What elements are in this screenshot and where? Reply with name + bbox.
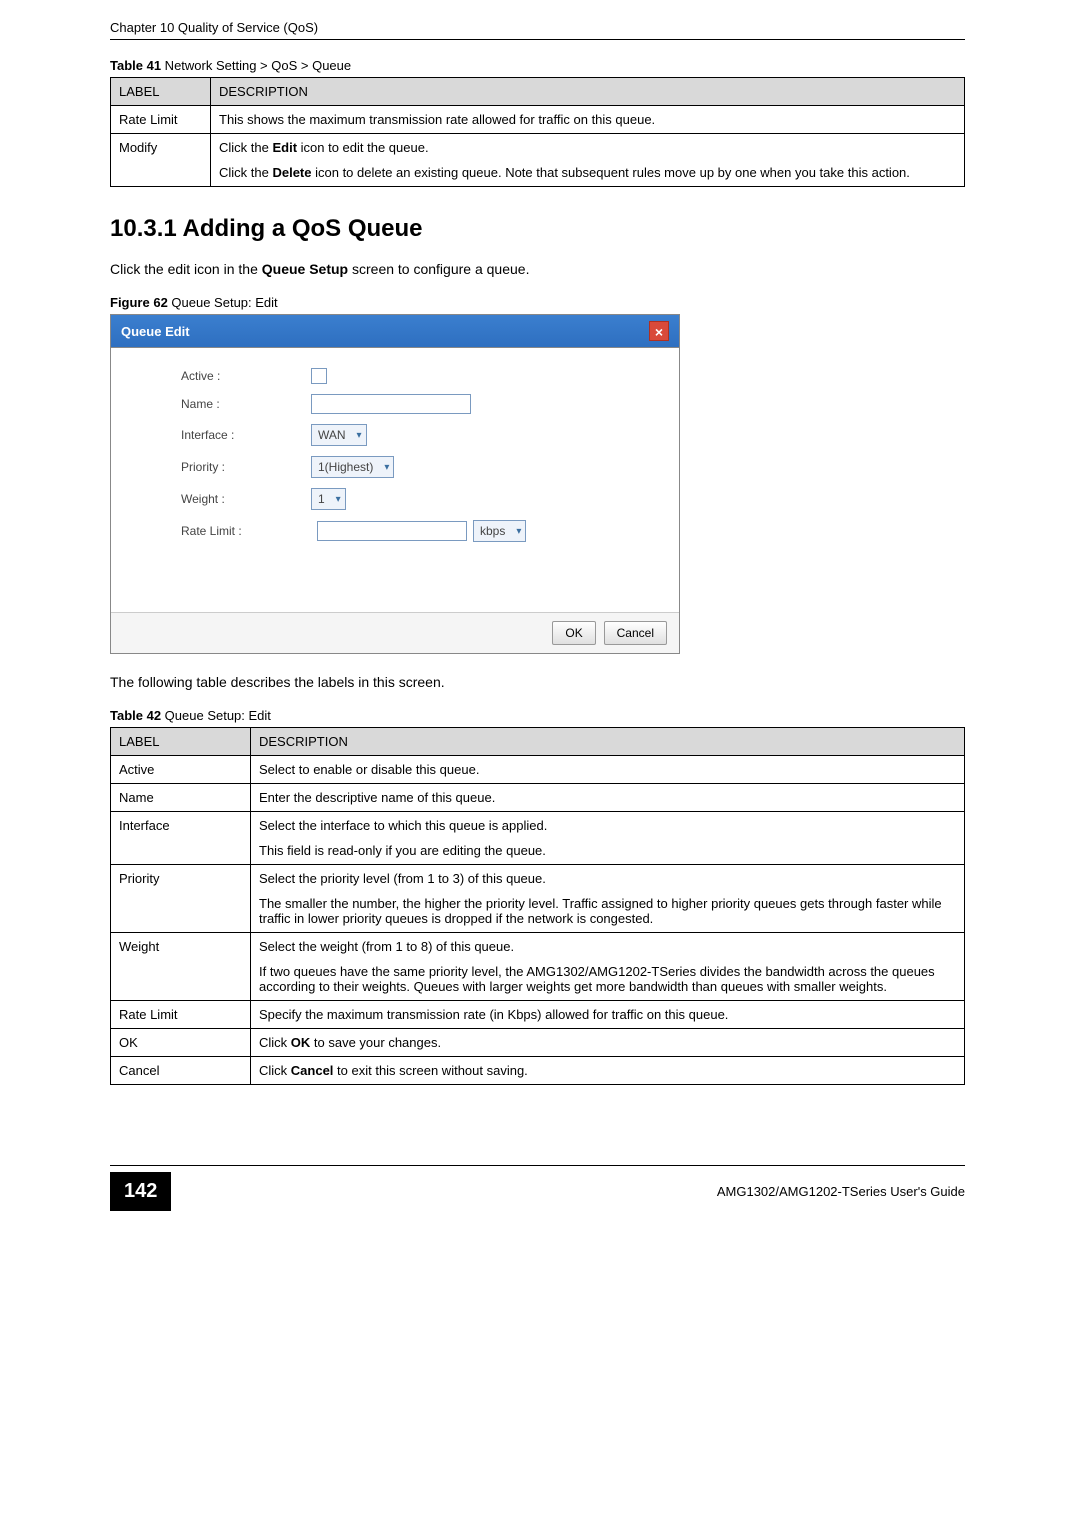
table-row: Cancel Click Cancel to exit this screen w…	[111, 1057, 965, 1085]
table41-caption-strong: Table 41	[110, 58, 161, 73]
row-interface: Interface : WAN	[181, 424, 649, 446]
desc-paragraph: Select the weight (from 1 to 8) of this …	[259, 939, 956, 954]
cell-desc: Select the interface to which this queue…	[251, 812, 965, 865]
desc-paragraph: Select the priority level (from 1 to 3) …	[259, 871, 956, 886]
row-weight: Weight : 1	[181, 488, 649, 510]
weight-label: Weight :	[181, 492, 311, 506]
row-priority: Priority : 1(Highest)	[181, 456, 649, 478]
cell-label: Rate Limit	[111, 106, 211, 134]
table-row: Interface Select the interface to which t…	[111, 812, 965, 865]
active-label: Active :	[181, 369, 311, 383]
desc-paragraph: The smaller the number, the higher the p…	[259, 896, 956, 926]
cell-label: OK	[111, 1029, 251, 1057]
table-row: Weight Select the weight (from 1 to 8) of…	[111, 933, 965, 1001]
top-rule	[110, 39, 965, 40]
desc-paragraph: Click OK to save your changes.	[259, 1035, 956, 1050]
interface-select[interactable]: WAN	[311, 424, 367, 446]
table42-header-label: LABEL	[111, 728, 251, 756]
cell-label: Rate Limit	[111, 1001, 251, 1029]
cell-desc: Specify the maximum transmission rate (i…	[251, 1001, 965, 1029]
cell-desc: Enter the descriptive name of this queue…	[251, 784, 965, 812]
table-row: Rate Limit Specify the maximum transmissi…	[111, 1001, 965, 1029]
table42-intro: The following table describes the labels…	[110, 674, 965, 690]
table-row: Priority Select the priority level (from …	[111, 865, 965, 933]
interface-label: Interface :	[181, 428, 311, 442]
weight-select[interactable]: 1	[311, 488, 346, 510]
cell-label: Priority	[111, 865, 251, 933]
dialog-title-text: Queue Edit	[121, 324, 190, 339]
name-input[interactable]	[311, 394, 471, 414]
section-heading: 10.3.1 Adding a QoS Queue	[110, 215, 965, 243]
cell-desc: Select the priority level (from 1 to 3) …	[251, 865, 965, 933]
row-ratelimit: Rate Limit : kbps	[181, 520, 649, 542]
table41-header-desc: DESCRIPTION	[211, 78, 965, 106]
desc-paragraph: Click the Delete icon to delete an exist…	[219, 165, 956, 180]
bottom-rule	[110, 1165, 965, 1166]
cell-desc: This shows the maximum transmission rate…	[211, 106, 965, 134]
cell-label: Name	[111, 784, 251, 812]
row-active: Active :	[181, 368, 649, 384]
cell-label: Active	[111, 756, 251, 784]
dialog-body: Active : Name : Interface : WAN Priority…	[111, 348, 679, 612]
desc-paragraph: This field is read-only if you are editi…	[259, 843, 956, 858]
cell-label: Interface	[111, 812, 251, 865]
desc-paragraph: Select to enable or disable this queue.	[259, 762, 956, 777]
table-row: Name Enter the descriptive name of this q…	[111, 784, 965, 812]
page-number: 142	[110, 1172, 171, 1211]
dialog-footer: OK Cancel	[111, 612, 679, 653]
table42-body: Active Select to enable or disable this q…	[111, 756, 965, 1085]
priority-label: Priority :	[181, 460, 311, 474]
active-checkbox[interactable]	[311, 368, 327, 384]
page-footer: 142 AMG1302/AMG1202-TSeries User's Guide	[110, 1172, 965, 1211]
cell-label: Cancel	[111, 1057, 251, 1085]
table-row: OK Click OK to save your changes.	[111, 1029, 965, 1057]
cell-label: Modify	[111, 134, 211, 187]
guide-name: AMG1302/AMG1202-TSeries User's Guide	[171, 1184, 965, 1199]
table41-body: Rate Limit This shows the maximum transmi…	[111, 106, 965, 187]
cell-desc: Click OK to save your changes.	[251, 1029, 965, 1057]
table-row: ModifyClick the Edit icon to edit the qu…	[111, 134, 965, 187]
figure62-caption: Figure 62 Queue Setup: Edit	[110, 295, 965, 310]
cell-desc: Click the Edit icon to edit the queue. Cl…	[211, 134, 965, 187]
cell-label: Weight	[111, 933, 251, 1001]
close-icon[interactable]: ×	[649, 321, 669, 341]
cancel-button[interactable]: Cancel	[604, 621, 667, 645]
table42-header-desc: DESCRIPTION	[251, 728, 965, 756]
desc-paragraph: If two queues have the same priority lev…	[259, 964, 956, 994]
queue-edit-dialog: Queue Edit × Active : Name : Interface :…	[110, 314, 680, 654]
table41-caption-rest: Network Setting > QoS > Queue	[161, 58, 351, 73]
desc-paragraph: This shows the maximum transmission rate…	[219, 112, 956, 127]
table-row: Active Select to enable or disable this q…	[111, 756, 965, 784]
table41: LABEL DESCRIPTION Rate Limit This shows t…	[110, 77, 965, 187]
chapter-header: Chapter 10 Quality of Service (QoS)	[110, 20, 965, 35]
desc-paragraph: Select the interface to which this queue…	[259, 818, 956, 833]
figure62-caption-rest: Queue Setup: Edit	[168, 295, 278, 310]
ratelimit-unit-select[interactable]: kbps	[473, 520, 526, 542]
table42: LABEL DESCRIPTION Active Select to enable…	[110, 727, 965, 1085]
cell-desc: Select to enable or disable this queue.	[251, 756, 965, 784]
desc-paragraph: Enter the descriptive name of this queue…	[259, 790, 956, 805]
desc-paragraph: Specify the maximum transmission rate (i…	[259, 1007, 956, 1022]
table42-caption: Table 42 Queue Setup: Edit	[110, 708, 965, 723]
desc-paragraph: Click the Edit icon to edit the queue.	[219, 140, 956, 155]
cell-desc: Click Cancel to exit this screen without…	[251, 1057, 965, 1085]
table42-caption-rest: Queue Setup: Edit	[161, 708, 271, 723]
name-label: Name :	[181, 397, 311, 411]
ok-button[interactable]: OK	[552, 621, 595, 645]
table-row: Rate Limit This shows the maximum transmi…	[111, 106, 965, 134]
ratelimit-input[interactable]	[317, 521, 467, 541]
figure62-caption-strong: Figure 62	[110, 295, 168, 310]
table41-header-label: LABEL	[111, 78, 211, 106]
dialog-titlebar: Queue Edit ×	[111, 315, 679, 348]
cell-desc: Select the weight (from 1 to 8) of this …	[251, 933, 965, 1001]
ratelimit-label: Rate Limit :	[181, 524, 311, 538]
priority-select[interactable]: 1(Highest)	[311, 456, 394, 478]
table41-caption: Table 41 Network Setting > QoS > Queue	[110, 58, 965, 73]
table42-caption-strong: Table 42	[110, 708, 161, 723]
row-name: Name :	[181, 394, 649, 414]
section-intro: Click the edit icon in the Queue Setup s…	[110, 261, 965, 277]
desc-paragraph: Click Cancel to exit this screen without…	[259, 1063, 956, 1078]
